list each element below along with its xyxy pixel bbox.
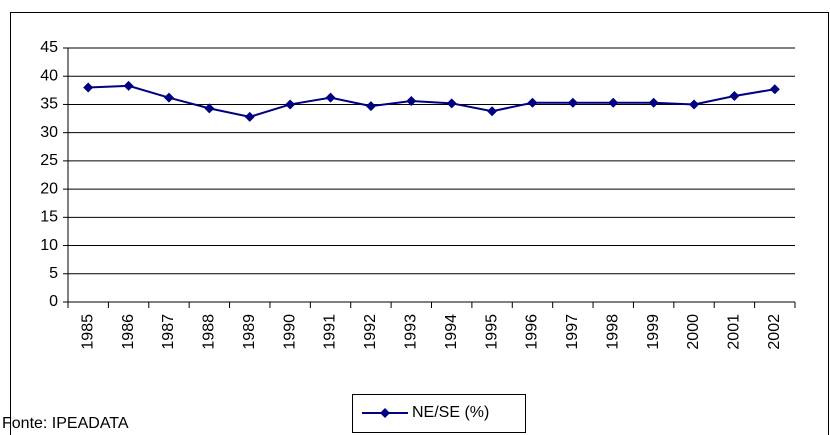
y-tick-label: 0 [49,293,58,310]
x-tick-label: 1988 [201,314,218,350]
point-marker [163,92,174,103]
y-tick-label: 25 [40,152,58,169]
point-marker [244,111,255,122]
point-marker [729,90,740,101]
legend-label: NE/SE (%) [412,404,489,421]
x-tick-label: 1990 [281,314,298,350]
x-tick-label: 2002 [766,314,783,350]
legend-marker [380,408,390,418]
point-marker [648,97,659,108]
point-marker [285,99,296,110]
x-tick-label: 1985 [79,314,96,350]
y-tick-label: 15 [40,209,58,226]
point-marker [527,97,538,108]
y-tick-label: 45 [40,39,58,56]
x-tick-label: 1987 [160,314,177,350]
point-marker [325,92,336,103]
x-tick-label: 2001 [726,314,743,350]
x-tick-label: 2000 [685,314,702,350]
point-marker [689,99,700,110]
y-tick-label: 10 [40,237,58,254]
point-marker [83,82,94,93]
point-marker [123,80,134,91]
point-marker [769,84,780,95]
point-marker [567,97,578,108]
y-tick-label: 35 [40,96,58,113]
point-marker [446,98,457,109]
x-tick-label: 1998 [604,314,621,350]
y-tick-label: 40 [40,67,58,84]
x-tick-label: 1989 [241,314,258,350]
point-marker [406,96,417,107]
point-marker [204,103,215,114]
y-tick-label: 5 [49,265,58,282]
x-tick-label: 1994 [443,314,460,350]
x-tick-label: 1993 [403,314,420,350]
chart-frame [10,12,829,435]
x-tick-label: 1996 [524,314,541,350]
point-marker [365,101,376,112]
x-tick-label: 1999 [645,314,662,350]
y-tick-label: 20 [40,180,58,197]
series-line [88,84,775,118]
source-note: Fonte: IPEADATA [2,415,129,432]
point-marker [608,97,619,108]
y-tick-label: 30 [40,124,58,141]
x-tick-label: 1992 [362,314,379,350]
x-tick-label: 1986 [120,314,137,350]
point-marker [487,106,498,117]
x-tick-label: 1997 [564,314,581,350]
x-tick-label: 1995 [483,314,500,350]
x-tick-label: 1991 [322,314,339,350]
